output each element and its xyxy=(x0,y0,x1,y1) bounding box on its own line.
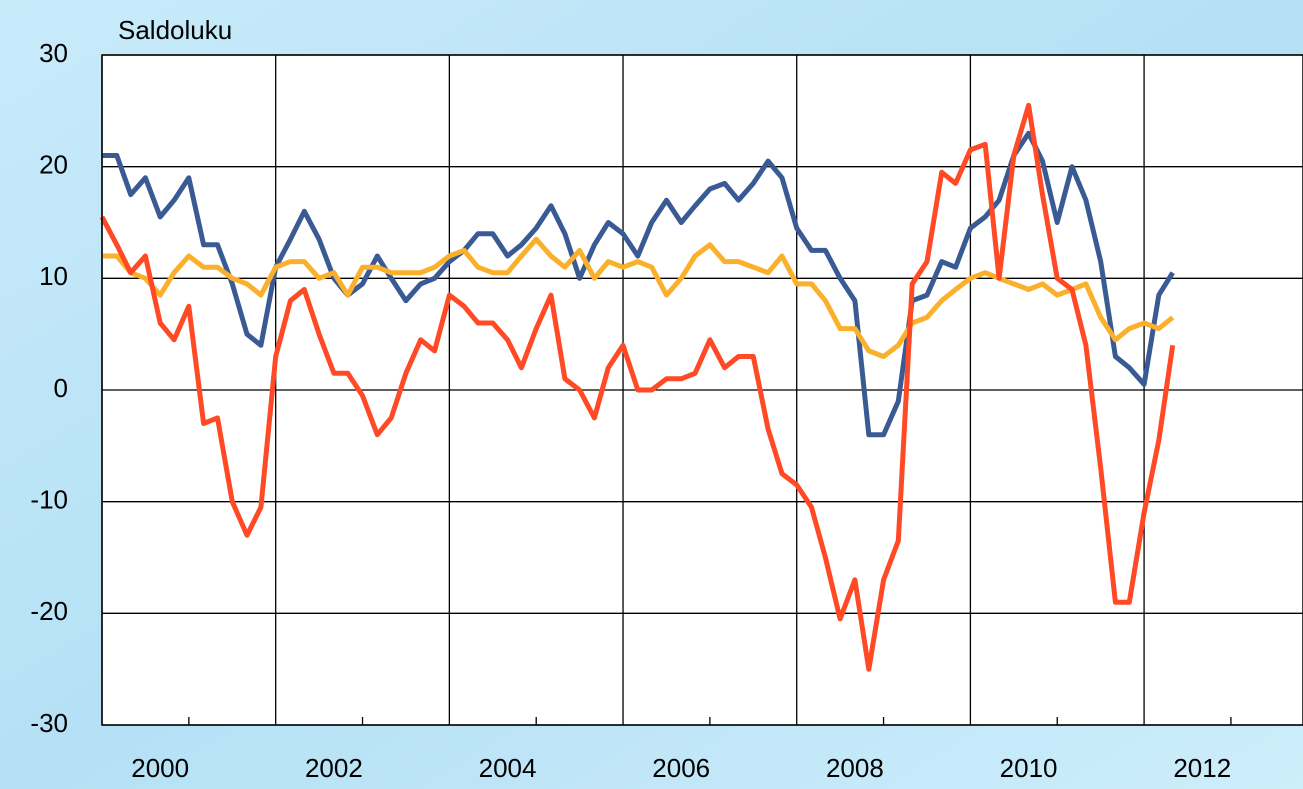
series-line xyxy=(99,102,1176,672)
axis-title: Saldoluku xyxy=(118,15,232,45)
series-line xyxy=(102,236,1175,359)
plot-border xyxy=(101,54,1303,726)
y-tick-label: -20 xyxy=(30,596,68,626)
x-tick-label: 2012 xyxy=(1173,753,1231,783)
y-tick-label: -10 xyxy=(30,485,68,515)
x-tick-label: 2006 xyxy=(652,753,710,783)
x-tick-label: 2002 xyxy=(305,753,363,783)
y-tick-label: -30 xyxy=(30,708,68,738)
x-tick-label: 2010 xyxy=(1000,753,1058,783)
y-tick-label: 10 xyxy=(39,261,68,291)
y-tick-label: 30 xyxy=(39,38,68,68)
x-tick-label: 2008 xyxy=(826,753,884,783)
y-tick-label: 20 xyxy=(39,150,68,180)
x-tick-label: 2004 xyxy=(479,753,537,783)
x-tick-label: 2000 xyxy=(131,753,189,783)
series-line xyxy=(102,130,1175,438)
y-tick-label: 0 xyxy=(54,373,68,403)
